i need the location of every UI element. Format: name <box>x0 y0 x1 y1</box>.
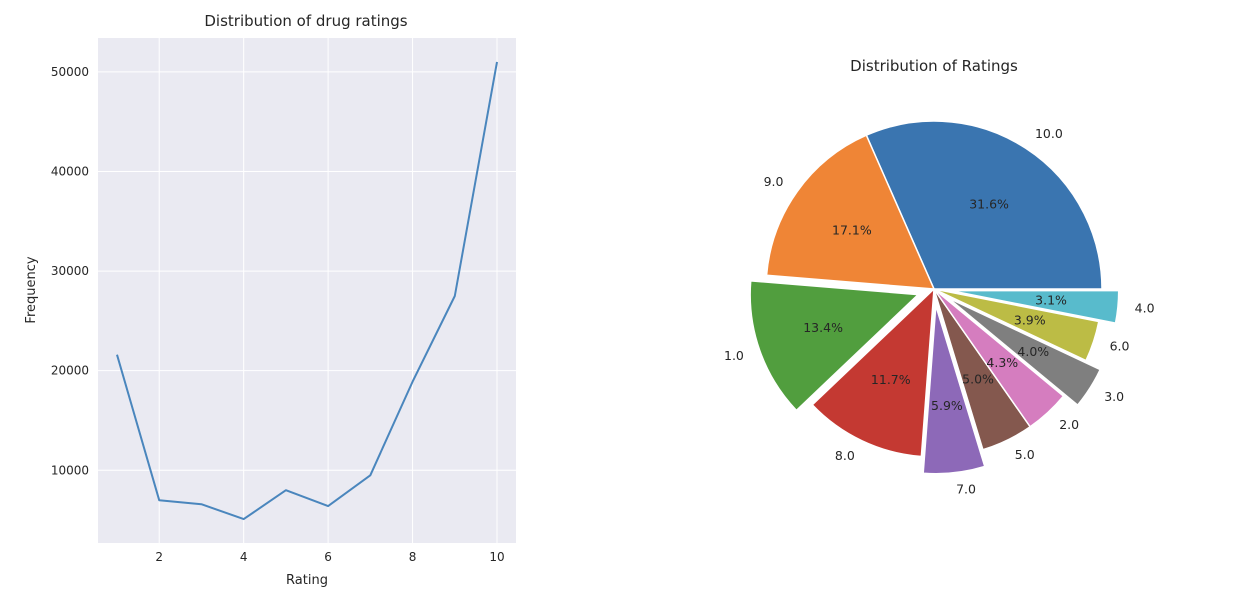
pie-slice-percent: 4.0% <box>1017 344 1049 359</box>
pie-slice-percent: 5.9% <box>931 398 963 413</box>
pie-labels: 10.0 31.6% 9.0 17.1% 1.0 13.4% 8.0 11.7% 7.0 5.9%… <box>724 126 1155 496</box>
y-tick-label: 20000 <box>51 364 89 378</box>
pie-slice <box>865 120 1103 290</box>
pie-slice-percent: 3.1% <box>1035 292 1067 307</box>
pie-slice-label: 1.0 <box>724 348 744 363</box>
series <box>116 61 498 521</box>
pie-slice-percent: 31.6% <box>969 197 1009 212</box>
pie-slice-percent: 5.0% <box>962 372 994 387</box>
pie-slice <box>765 134 935 290</box>
pie-slices <box>749 120 1120 475</box>
pie-slice <box>749 280 919 412</box>
pie-chart-title: Distribution of Ratings <box>850 57 1018 75</box>
y-tick-label: 30000 <box>51 264 89 278</box>
pie-slice-label: 6.0 <box>1110 339 1130 354</box>
pie-slice-percent: 13.4% <box>803 320 843 335</box>
x-axis-label: Rating <box>286 573 328 588</box>
pie-slice-label: 7.0 <box>956 481 976 496</box>
x-tick-label: 4 <box>240 550 248 564</box>
pie-slice-label: 5.0 <box>1015 447 1035 462</box>
series-line <box>116 61 498 521</box>
pie-slice <box>949 289 1120 324</box>
pie-slice-percent: 11.7% <box>871 372 911 387</box>
pie-slice-label: 2.0 <box>1059 417 1079 432</box>
plot-area <box>98 38 516 543</box>
pie-slice-percent: 4.3% <box>986 355 1018 370</box>
pie-slice <box>811 288 935 458</box>
pie-slice-label: 4.0 <box>1135 301 1155 316</box>
y-tick-label: 40000 <box>51 164 89 178</box>
pie-slice-label: 8.0 <box>835 448 855 463</box>
line-chart-title: Distribution of drug ratings <box>204 12 407 30</box>
pie-slice-label: 10.0 <box>1035 126 1063 141</box>
pie-chart: Distribution of Ratings 10.0 31.6% 9.0 17.1… <box>724 57 1155 496</box>
x-tick-label: 2 <box>155 550 163 564</box>
ticks: 2 4 6 8 10 10000 20000 30000 40000 50000 <box>51 65 505 564</box>
pie-slice-label: 3.0 <box>1104 389 1124 404</box>
pie-slice <box>933 288 1100 362</box>
y-tick-label: 10000 <box>51 463 89 477</box>
x-tick-label: 6 <box>324 550 332 564</box>
y-axis-label: Frequency <box>24 256 39 323</box>
x-tick-label: 8 <box>409 550 417 564</box>
pie-slice <box>947 297 1101 406</box>
pie-slice-percent: 3.9% <box>1014 312 1046 327</box>
pie-slice-percent: 17.1% <box>832 223 872 238</box>
x-tick-label: 10 <box>489 550 504 564</box>
pie-slice <box>922 304 986 475</box>
line-chart: Distribution of drug ratings 2 4 6 8 10 10000… <box>24 12 516 588</box>
pie-slice <box>933 288 1065 428</box>
grid <box>98 38 516 543</box>
y-tick-label: 50000 <box>51 65 89 79</box>
pie-slice-label: 9.0 <box>764 174 784 189</box>
